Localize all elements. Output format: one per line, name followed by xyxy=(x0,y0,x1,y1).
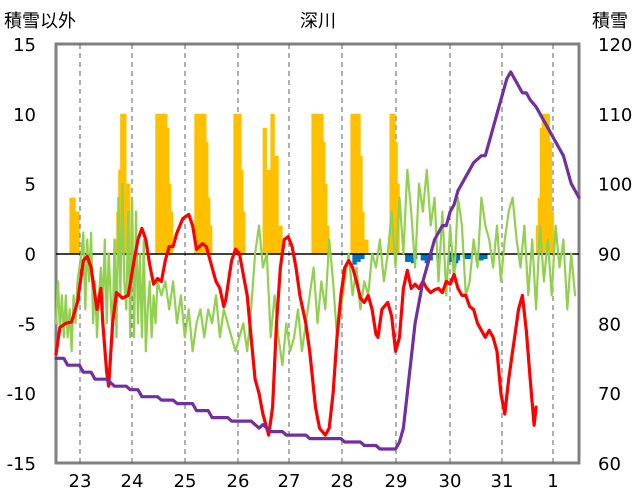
precipitation-bar xyxy=(358,155,363,254)
right-tick-label: 80 xyxy=(598,314,621,335)
right-tick-label: 120 xyxy=(598,35,632,56)
negative_bars-bar xyxy=(479,253,484,261)
precipitation-bar xyxy=(262,127,268,254)
left-tick-label: -15 xyxy=(7,454,36,475)
x-tick-label: 31 xyxy=(491,471,514,492)
chart-title: 深川 xyxy=(300,11,336,32)
negative_bars-bar xyxy=(448,253,453,262)
negative_bars-bar xyxy=(463,253,469,260)
right-tick-label: 110 xyxy=(598,105,632,126)
precipitation-bar xyxy=(207,225,213,254)
left-tick-label: 10 xyxy=(13,105,36,126)
precipitation-bar xyxy=(270,113,275,254)
left-tick-label: 5 xyxy=(25,175,36,196)
negative_bars-bar xyxy=(455,253,461,261)
negative_bars-bar xyxy=(352,253,357,265)
precipitation-bar xyxy=(266,169,271,254)
right-tick-label: 70 xyxy=(598,384,621,405)
left-tick-label: -5 xyxy=(18,314,36,335)
x-tick-label: 28 xyxy=(331,471,354,492)
precipitation-bar xyxy=(325,225,330,254)
x-tick-label: 27 xyxy=(278,471,301,492)
x-tick-label: 24 xyxy=(121,471,144,492)
precipitation-bar xyxy=(278,225,283,254)
x-tick-label: 26 xyxy=(227,471,250,492)
negative_bars-bar xyxy=(436,253,441,260)
precipitation-bar xyxy=(168,211,174,254)
precipitation-bar xyxy=(241,211,246,254)
precipitation-bar xyxy=(364,239,369,254)
x-tick-label: 25 xyxy=(174,471,197,492)
wind-line xyxy=(54,168,577,367)
x-tick-label: 1 xyxy=(547,471,558,492)
precipitation-bar xyxy=(549,211,554,254)
x-tick-label: 23 xyxy=(69,471,92,492)
right-axis-label: 積雪 xyxy=(592,11,628,32)
axes-layer: 23 24 25 26 27 28 29 30 31 1 15 10 5 0 -5 -10 -15 120 110 1… xyxy=(7,35,633,492)
temperature-line xyxy=(54,212,538,437)
x-tick-label: 30 xyxy=(439,471,462,492)
precipitation-bar xyxy=(71,197,76,254)
negative_bars-bar xyxy=(356,253,361,262)
precipitation-bar xyxy=(122,113,127,254)
x-tick-label: 29 xyxy=(385,471,408,492)
left-tick-label: 0 xyxy=(25,245,36,266)
precipitation-bar xyxy=(274,155,279,254)
left-axis-label: 積雪以外 xyxy=(4,11,76,32)
precipitation-bar xyxy=(75,211,80,254)
negative_bars-bar xyxy=(483,253,488,260)
left-tick-label: -10 xyxy=(7,384,36,405)
lines-layer xyxy=(54,70,581,451)
negative_bars-bar xyxy=(467,253,472,260)
precipitation-bar xyxy=(547,141,552,254)
right-tick-label: 90 xyxy=(598,245,621,266)
negative_bars-bar xyxy=(424,253,429,264)
precipitation-bar xyxy=(360,211,365,254)
right-tick-label: 60 xyxy=(598,454,621,475)
left-tick-label: 15 xyxy=(13,35,36,56)
negative_bars-bar xyxy=(360,253,365,260)
snow_depth-line xyxy=(54,70,581,451)
negative_bars-bar xyxy=(420,253,426,261)
precipitation-bar xyxy=(323,183,328,254)
right-tick-label: 100 xyxy=(598,175,632,196)
bars-layer xyxy=(69,113,554,268)
